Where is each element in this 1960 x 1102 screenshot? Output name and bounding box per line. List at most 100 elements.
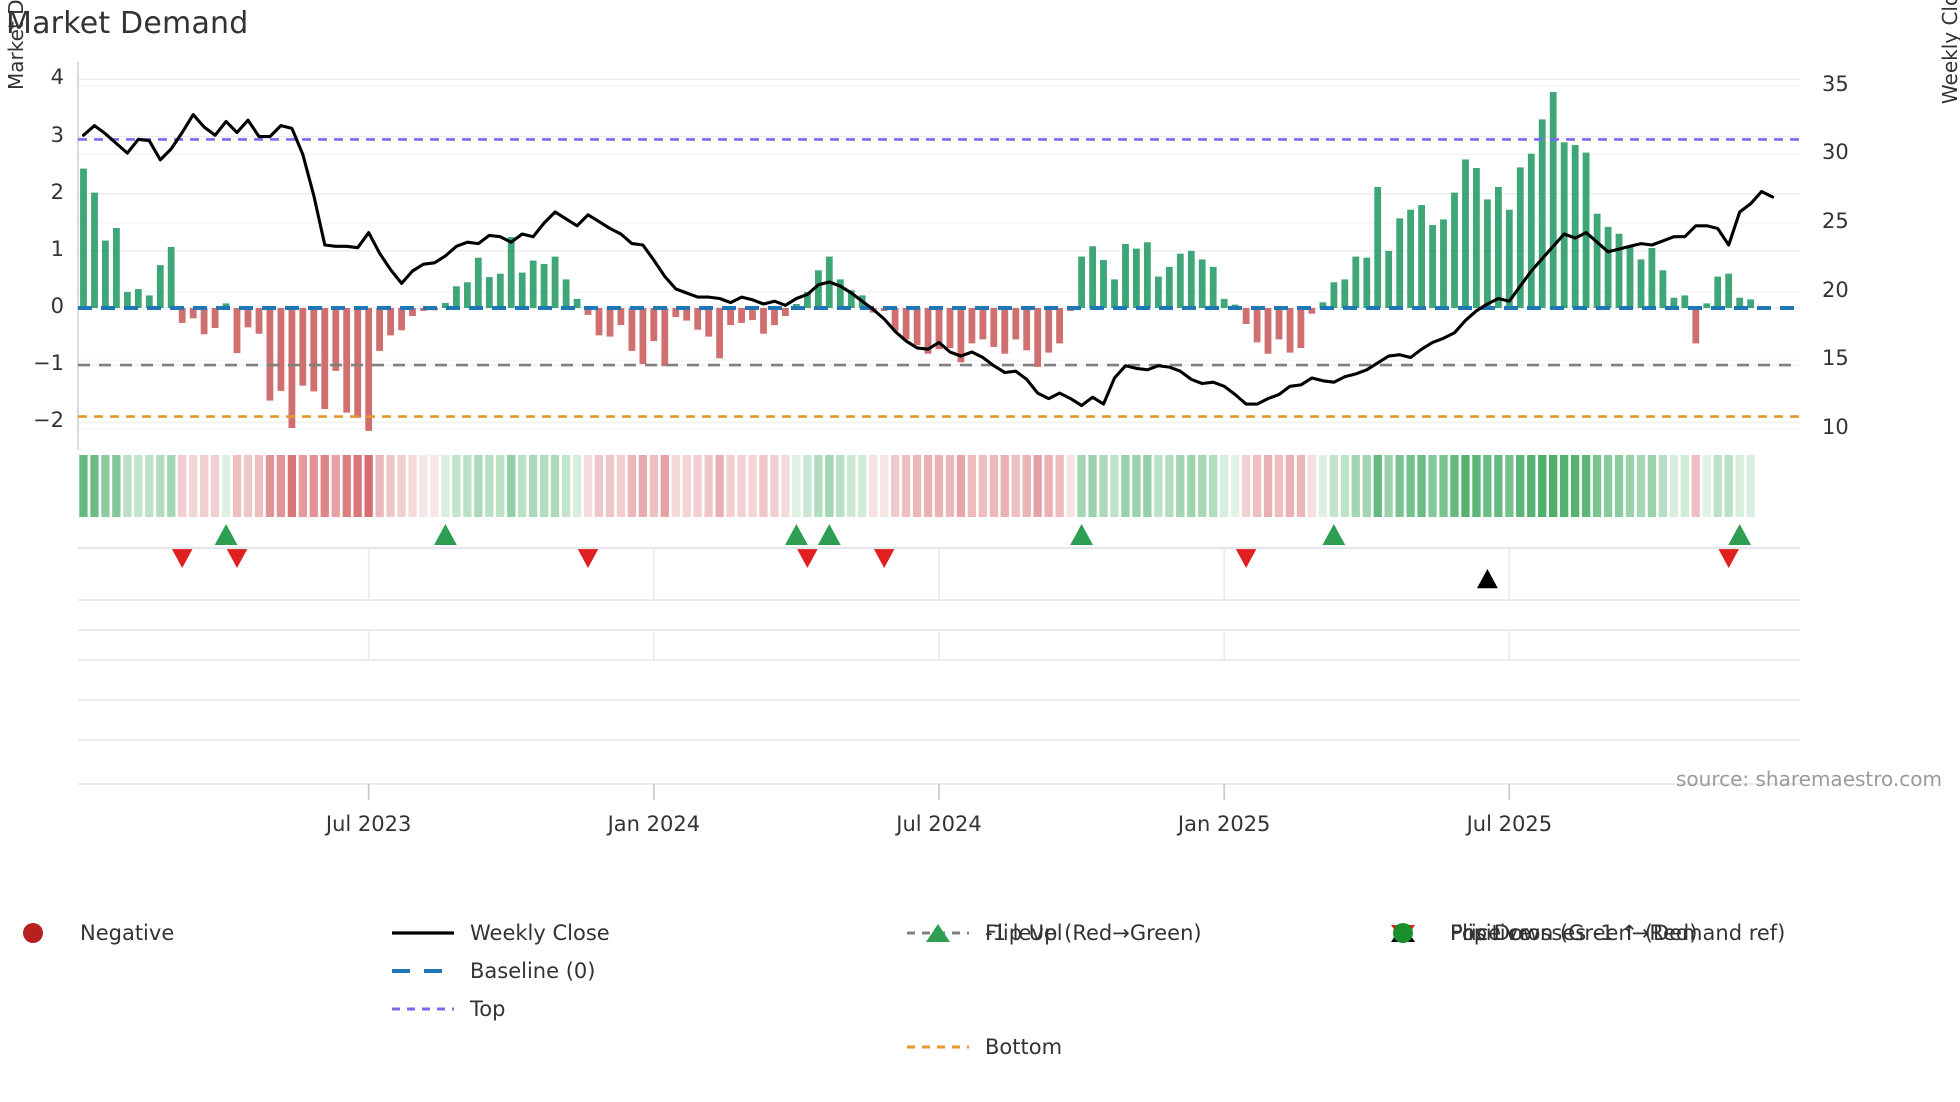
heatmap-cell bbox=[353, 455, 362, 517]
demand-bar bbox=[727, 308, 734, 326]
solid-line-icon bbox=[390, 920, 456, 946]
demand-bar bbox=[573, 298, 581, 308]
heatmap-cell bbox=[1395, 455, 1404, 517]
demand-bar bbox=[1560, 142, 1568, 308]
demand-bar bbox=[464, 282, 471, 308]
heatmap-cell bbox=[397, 455, 406, 517]
y-tick-right: 20 bbox=[1822, 277, 1849, 302]
legend-label: -1 level bbox=[985, 921, 1063, 945]
demand-bar bbox=[924, 308, 932, 354]
demand-bar bbox=[145, 295, 153, 308]
legend-item[interactable]: Positive bbox=[1370, 918, 1531, 948]
demand-bar bbox=[1078, 256, 1085, 308]
heatmap-cell bbox=[1241, 455, 1251, 517]
legend-label: Weekly Close bbox=[470, 921, 610, 945]
demand-bar bbox=[1692, 308, 1700, 344]
legend-item[interactable]: Flip Up (Red→Green) bbox=[905, 918, 1202, 948]
demand-bar bbox=[1363, 257, 1371, 308]
heatmap-cell bbox=[1296, 455, 1306, 517]
heatmap-cell bbox=[441, 455, 450, 517]
demand-bar bbox=[113, 228, 120, 308]
demand-bar bbox=[1429, 225, 1436, 308]
demand-bar bbox=[1462, 159, 1469, 308]
flip-down-marker bbox=[795, 547, 819, 568]
heatmap-cell bbox=[869, 455, 878, 517]
demand-bar bbox=[1725, 273, 1733, 308]
heatmap-cell bbox=[1209, 455, 1218, 517]
demand-bar bbox=[1626, 246, 1634, 308]
heatmap-cell bbox=[1011, 455, 1020, 517]
heatmap-cell bbox=[1450, 455, 1459, 517]
legend-label: Top bbox=[470, 997, 506, 1021]
demand-bar bbox=[694, 308, 702, 330]
demand-bar bbox=[1385, 250, 1393, 308]
demand-bar bbox=[529, 260, 537, 308]
demand-bar bbox=[1122, 244, 1129, 308]
heatmap-cell bbox=[583, 455, 593, 517]
demand-bar bbox=[1352, 256, 1360, 308]
demand-bar bbox=[1538, 119, 1546, 309]
demand-bar bbox=[990, 308, 998, 347]
demand-bar bbox=[1549, 92, 1557, 308]
demand-bar bbox=[1045, 308, 1053, 353]
demand-bar bbox=[1264, 308, 1272, 354]
demand-bar bbox=[1736, 297, 1744, 308]
demand-bar bbox=[1319, 302, 1327, 308]
demand-bar bbox=[562, 279, 570, 308]
heatmap-cell bbox=[496, 455, 505, 517]
heatmap-cell bbox=[1592, 455, 1602, 517]
heatmap-cell bbox=[1143, 455, 1152, 517]
flip-up-marker bbox=[817, 524, 841, 545]
demand-bar bbox=[1396, 218, 1404, 308]
heatmap-cell bbox=[649, 455, 658, 517]
demand-bar bbox=[815, 270, 822, 308]
demand-bar bbox=[189, 308, 197, 319]
heatmap-cell bbox=[1252, 455, 1262, 517]
heatmap-cell bbox=[101, 455, 110, 517]
circle-icon bbox=[1370, 920, 1436, 946]
heatmap-cell bbox=[1077, 455, 1086, 517]
demand-bar bbox=[1615, 233, 1623, 308]
circle-icon bbox=[0, 920, 66, 946]
heatmap-cell bbox=[1340, 455, 1349, 517]
x-tick-label: Jul 2025 bbox=[1466, 812, 1553, 836]
heatmap-cell bbox=[561, 455, 571, 517]
heatmap-cell bbox=[836, 455, 845, 517]
heatmap-cell bbox=[1647, 455, 1657, 517]
heatmap-cell bbox=[1318, 455, 1327, 517]
heatmap-cell bbox=[331, 455, 340, 517]
demand-bar bbox=[1308, 308, 1316, 314]
heatmap-cell bbox=[1033, 455, 1042, 517]
legend-item[interactable]: Top bbox=[390, 994, 505, 1024]
heatmap-cell bbox=[1636, 455, 1646, 517]
demand-bar bbox=[1001, 308, 1009, 354]
demand-bar bbox=[913, 308, 921, 346]
heatmap-cell bbox=[1198, 455, 1207, 517]
demand-bar bbox=[1220, 298, 1228, 308]
flip-up-marker bbox=[1728, 524, 1752, 545]
flip-down-marker bbox=[225, 547, 249, 568]
heatmap-cell bbox=[945, 455, 955, 517]
y-tick-left: 1 bbox=[50, 236, 64, 261]
heatmap-cell bbox=[803, 455, 812, 517]
flip-down-marker bbox=[872, 547, 896, 568]
heatmap-cell bbox=[1735, 455, 1744, 517]
legend-item[interactable]: Weekly Close bbox=[390, 918, 610, 948]
legend-item[interactable]: Bottom bbox=[905, 1032, 1062, 1062]
legend-item[interactable]: Negative bbox=[0, 918, 174, 948]
demand-bar bbox=[91, 192, 98, 308]
heatmap-cell bbox=[430, 455, 439, 517]
dotted-line-icon bbox=[390, 996, 456, 1022]
heatmap-cell bbox=[112, 455, 121, 517]
demand-bar bbox=[244, 308, 252, 328]
heatmap-cell bbox=[923, 455, 933, 517]
heatmap-cell bbox=[1527, 455, 1536, 517]
heatmap-cell bbox=[1472, 455, 1481, 517]
heatmap-cell bbox=[814, 455, 823, 517]
heatmap-cell bbox=[1329, 455, 1338, 517]
legend-item[interactable]: Baseline (0) bbox=[390, 956, 595, 986]
heatmap-cell bbox=[90, 455, 99, 517]
plot-area bbox=[77, 62, 1800, 800]
heatmap-cell bbox=[1417, 455, 1426, 517]
